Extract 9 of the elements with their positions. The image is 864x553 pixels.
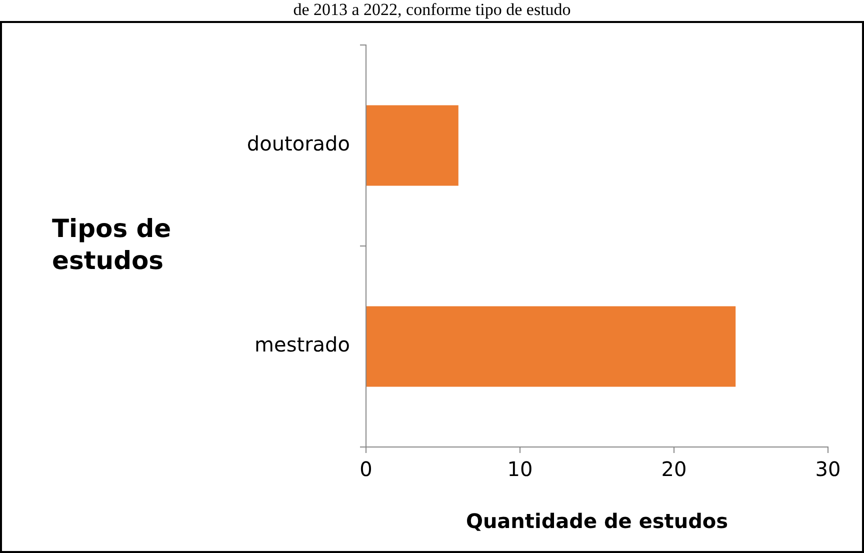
y-axis-title: Tipos de estudos — [52, 213, 172, 277]
x-tick-label: 30 — [815, 457, 841, 482]
chart-title: de 2013 a 2022, conforme tipo de estudo — [292, 0, 572, 20]
x-tick-label: 0 — [360, 457, 372, 482]
x-axis-title: Quantidade de estudos — [466, 509, 728, 534]
x-tick-label: 20 — [661, 457, 687, 482]
y-tick-label: mestrado — [254, 332, 350, 357]
y-tick-label: doutorado — [246, 132, 350, 156]
x-tick-label: 10 — [507, 457, 533, 482]
